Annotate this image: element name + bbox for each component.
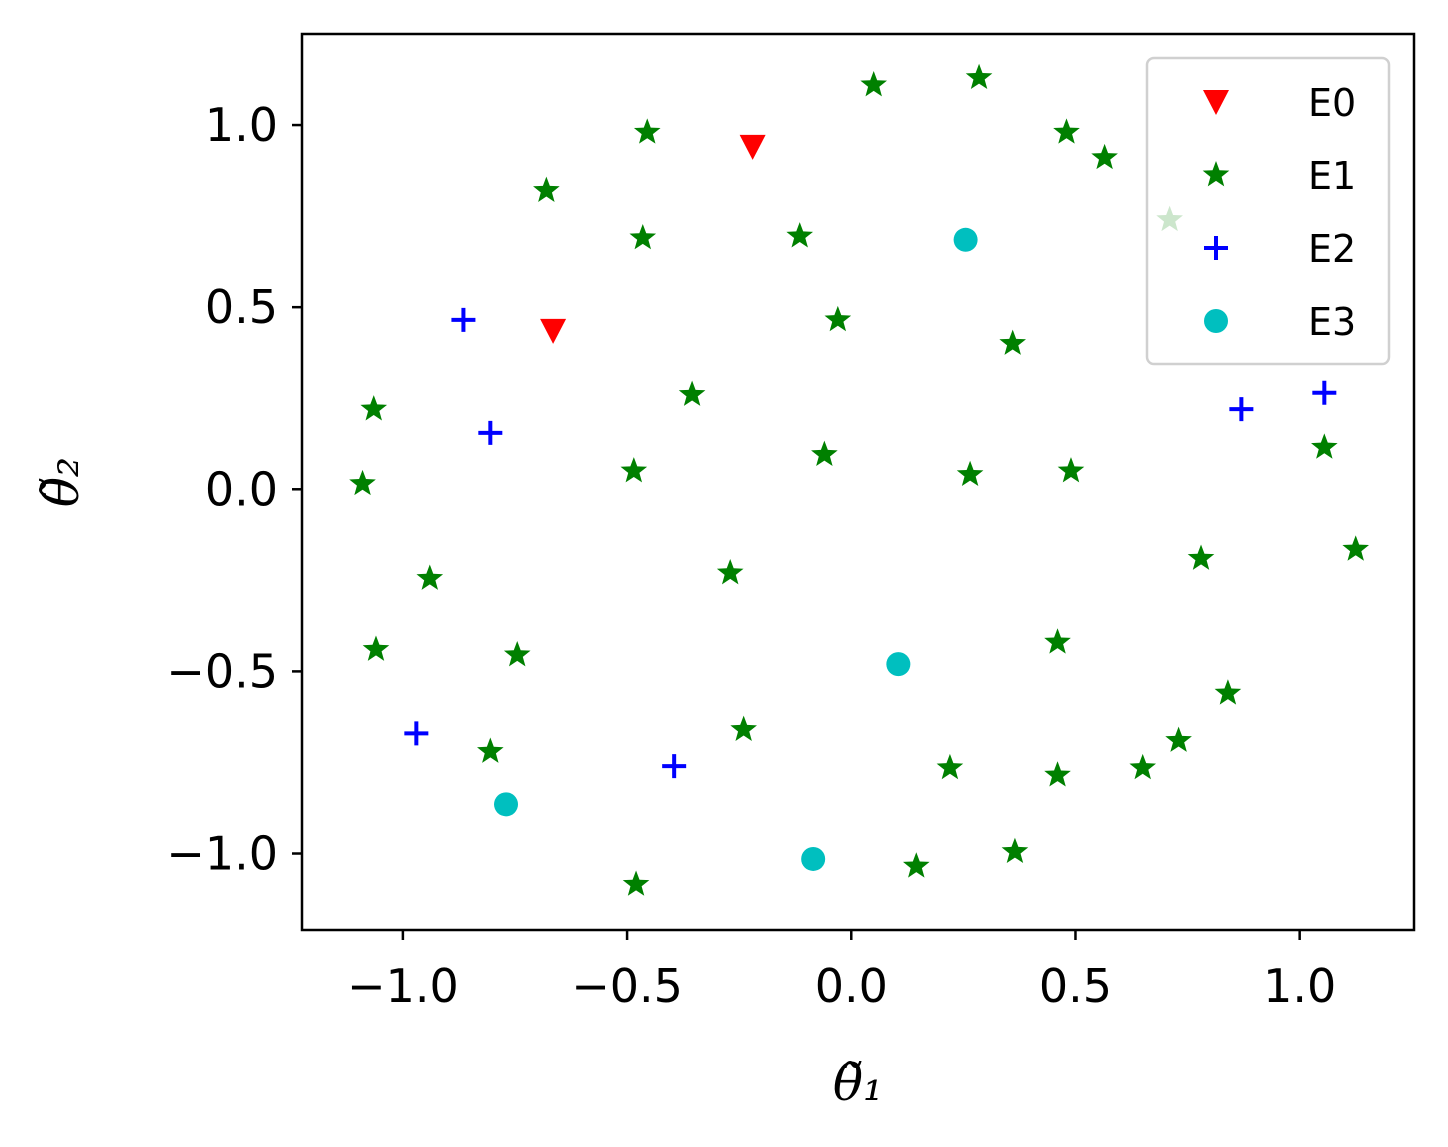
legend: E0 E1 E2 E3 (1145, 56, 1391, 366)
point-triangle-down (540, 318, 567, 344)
point-plus (478, 420, 503, 445)
y-axis-label: θ̃₂ (32, 457, 90, 507)
data-points (349, 63, 1370, 896)
point-star (1001, 837, 1029, 864)
legend-item: E3 (1204, 300, 1356, 344)
point-star (1044, 761, 1071, 787)
point-star (936, 753, 964, 780)
legend-label: E3 (1308, 300, 1356, 344)
point-star (360, 395, 388, 421)
legend-marker-star (1202, 161, 1230, 187)
point-star (1342, 535, 1370, 561)
point-star (620, 457, 648, 483)
point-star (1311, 433, 1338, 459)
point-plus (1229, 397, 1254, 422)
legend-label: E0 (1308, 81, 1356, 125)
x-tick-label: 1.0 (1263, 959, 1336, 1013)
point-star (1053, 118, 1080, 144)
x-tick-label: −1.0 (347, 959, 459, 1013)
x-tick-label: 0.0 (815, 959, 888, 1013)
point-plus (404, 721, 429, 746)
point-star (1214, 679, 1242, 705)
point-star (622, 870, 650, 896)
legend-item: E1 (1202, 154, 1356, 198)
axes-frame (300, 32, 1416, 932)
point-star (965, 63, 993, 90)
point-star (678, 380, 706, 406)
point-star (902, 852, 930, 878)
y-tick-label: 0.0 (205, 462, 278, 516)
legend-marker-plus (1204, 236, 1228, 260)
legend-box (1145, 56, 1391, 366)
point-star (349, 469, 376, 496)
point-star (1044, 628, 1071, 654)
point-star (633, 118, 661, 144)
point-star (629, 223, 657, 250)
point-star (416, 564, 444, 590)
x-tick-label: −0.5 (571, 959, 683, 1013)
point-star (999, 329, 1027, 355)
point-plus (451, 307, 476, 332)
point-circle (886, 652, 911, 677)
point-star (477, 737, 504, 763)
point-star (716, 559, 744, 585)
point-star (1165, 726, 1192, 752)
point-star (786, 222, 814, 248)
point-circle (953, 227, 978, 252)
point-plus (662, 754, 687, 779)
x-axis-ticks: −1.0 −0.5 0.0 0.5 1.0 (347, 930, 1336, 1013)
y-tick-label: −0.5 (166, 644, 278, 698)
legend-marker-circle (1204, 309, 1228, 333)
legend-label: E1 (1308, 154, 1356, 198)
point-star (362, 635, 390, 661)
point-circle (494, 792, 519, 817)
point-star (811, 440, 838, 467)
y-axis-ticks: 1.0 0.5 0.0 −0.5 −1.0 (166, 98, 302, 881)
point-star (824, 305, 852, 332)
point-star (730, 715, 757, 742)
legend-label: E2 (1308, 227, 1356, 271)
point-star (860, 70, 888, 97)
legend-item: E0 (1203, 81, 1356, 125)
y-tick-label: 0.5 (205, 280, 278, 334)
y-tick-label: 1.0 (205, 98, 278, 152)
y-tick-label: −1.0 (166, 827, 278, 881)
legend-item: E2 (1204, 227, 1356, 271)
x-axis-label: θ̃₁ (833, 1054, 883, 1112)
point-star (956, 460, 984, 487)
point-star (1057, 457, 1085, 483)
point-triangle-down (739, 134, 766, 160)
x-tick-label: 0.5 (1039, 959, 1112, 1013)
point-star (1187, 544, 1215, 570)
point-circle (801, 846, 826, 871)
point-star (1129, 753, 1157, 780)
legend-marker-triangle-down (1203, 90, 1229, 115)
point-star (1091, 143, 1118, 170)
point-star (503, 641, 531, 667)
point-star (533, 176, 560, 202)
point-plus (1312, 380, 1337, 405)
